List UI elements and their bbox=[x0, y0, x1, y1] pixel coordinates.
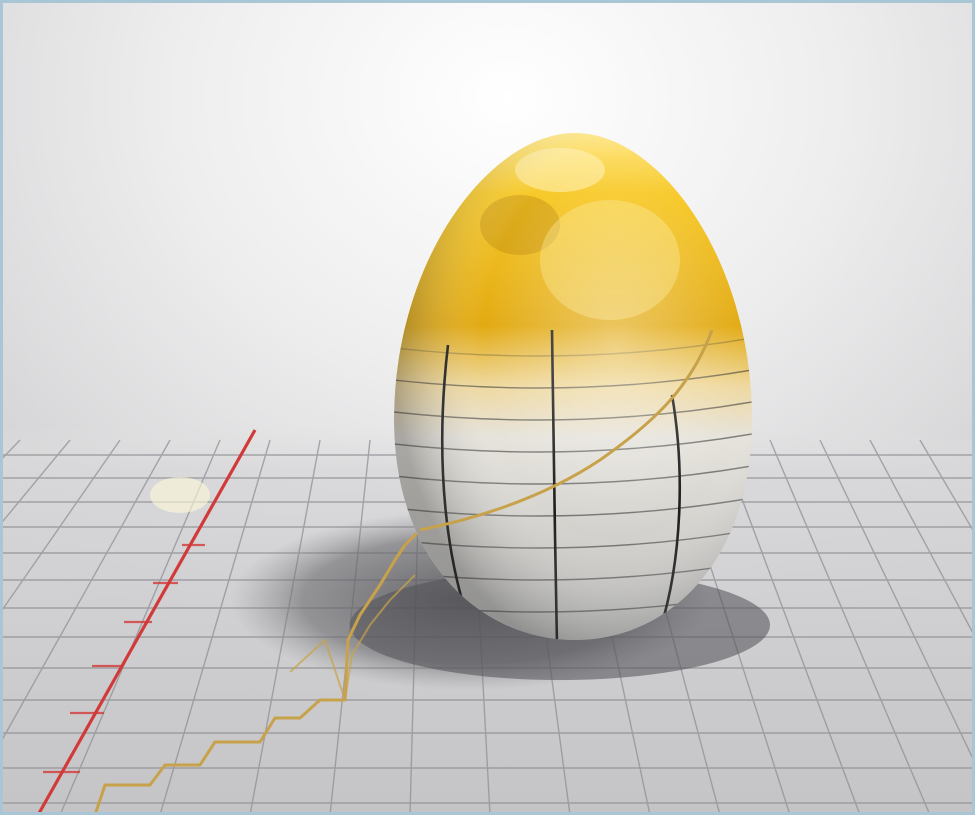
red-axis-line bbox=[36, 429, 257, 815]
step-graph-line bbox=[93, 528, 422, 815]
golden-egg bbox=[394, 133, 752, 640]
light-glow bbox=[150, 477, 210, 513]
step-graph-line-shadow bbox=[289, 574, 416, 701]
egg-graph-curve bbox=[419, 329, 714, 532]
